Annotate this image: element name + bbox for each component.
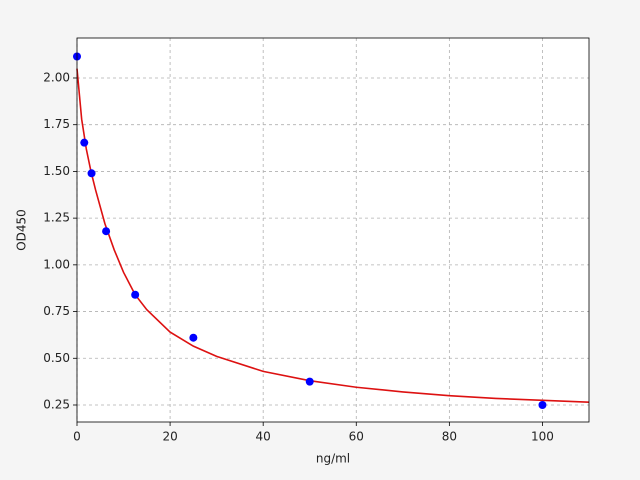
- plot-area: [77, 38, 589, 422]
- data-point: [80, 138, 89, 147]
- x-tick-label: 100: [531, 430, 554, 444]
- y-axis-label: OD450: [15, 209, 29, 251]
- y-tick-label: 0.50: [43, 351, 70, 365]
- x-tick-label: 0: [73, 430, 81, 444]
- data-point: [305, 377, 314, 386]
- y-tick-label: 2.00: [43, 70, 70, 84]
- data-point: [87, 169, 96, 178]
- y-tick-label: 1.75: [43, 117, 70, 131]
- y-tick-label: 1.00: [43, 257, 70, 271]
- x-tick-label: 40: [256, 430, 271, 444]
- y-tick-label: 0.25: [43, 397, 70, 411]
- data-point: [102, 227, 111, 236]
- x-tick-label: 20: [162, 430, 177, 444]
- data-point: [189, 333, 198, 342]
- x-tick-label: 80: [442, 430, 457, 444]
- y-tick-label: 1.25: [43, 211, 70, 225]
- data-point: [538, 400, 547, 409]
- fit-curve: [76, 68, 590, 403]
- x-axis-label: ng/ml: [316, 452, 350, 466]
- data-point: [131, 290, 140, 299]
- x-tick-label: 60: [349, 430, 364, 444]
- plot-frame: [76, 37, 590, 423]
- y-tick-label: 1.50: [43, 164, 70, 178]
- y-tick-label: 0.75: [43, 304, 70, 318]
